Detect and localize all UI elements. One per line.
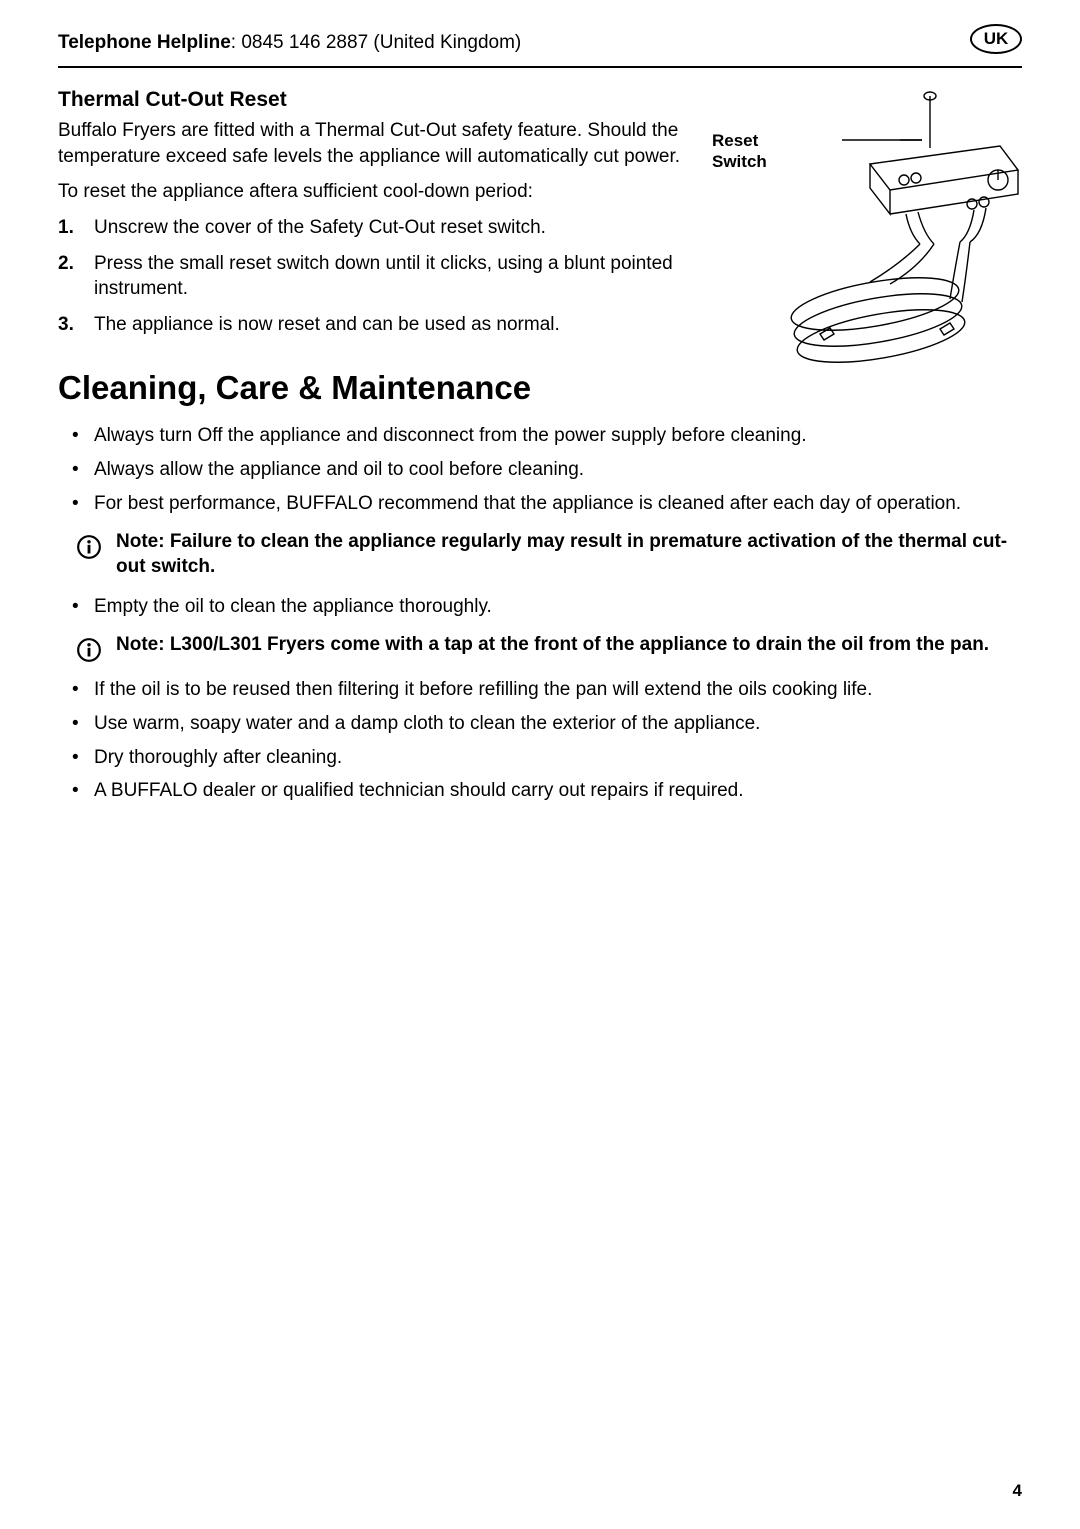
thermal-p1: Buffalo Fryers are fitted with a Thermal… [58,118,696,169]
list-item: A BUFFALO dealer or qualified technician… [58,778,1022,804]
list-item: Always turn Off the appliance and discon… [58,423,1022,449]
step-item: Press the small reset switch down until … [58,251,696,302]
info-icon [76,534,102,560]
note-1: Note: Failure to clean the appliance reg… [58,524,1022,585]
heating-element-diagram [770,84,1030,394]
reset-label-l2: Switch [712,152,767,171]
note-2: Note: L300/L301 Fryers come with a tap a… [58,627,1022,669]
thermal-heading: Thermal Cut-Out Reset [58,88,696,112]
helpline-value: : 0845 146 2887 (United Kingdom) [231,32,521,53]
note-2-text: Note: L300/L301 Fryers come with a tap a… [116,633,989,658]
list-item: Always allow the appliance and oil to co… [58,457,1022,483]
thermal-section: Thermal Cut-Out Reset Buffalo Fryers are… [58,88,1022,347]
cleaning-bullets-b: Empty the oil to clean the appliance tho… [58,594,1022,620]
cleaning-bullets-c: If the oil is to be reused then filterin… [58,677,1022,804]
list-item: For best performance, BUFFALO recommend … [58,491,1022,517]
page-number: 4 [1013,1481,1022,1501]
page-header: Telephone Helpline: 0845 146 2887 (Unite… [58,28,1022,68]
reset-label-l1: Reset [712,131,758,150]
note-1-text: Note: Failure to clean the appliance reg… [116,530,1022,579]
diagram-column: Reset Switch [712,88,1022,347]
step-item: The appliance is now reset and can be us… [58,312,696,338]
helpline-text: Telephone Helpline: 0845 146 2887 (Unite… [58,32,521,54]
list-item: Dry thoroughly after cleaning. [58,745,1022,771]
info-icon [76,637,102,663]
list-item: Empty the oil to clean the appliance tho… [58,594,1022,620]
list-item: If the oil is to be reused then filterin… [58,677,1022,703]
uk-badge: UK [970,24,1022,54]
step-item: Unscrew the cover of the Safety Cut-Out … [58,215,696,241]
thermal-p2: To reset the appliance aftera sufficient… [58,179,696,205]
cleaning-bullets-a: Always turn Off the appliance and discon… [58,423,1022,516]
list-item: Use warm, soapy water and a damp cloth t… [58,711,1022,737]
helpline-label: Telephone Helpline [58,32,231,53]
thermal-steps: Unscrew the cover of the Safety Cut-Out … [58,215,696,338]
